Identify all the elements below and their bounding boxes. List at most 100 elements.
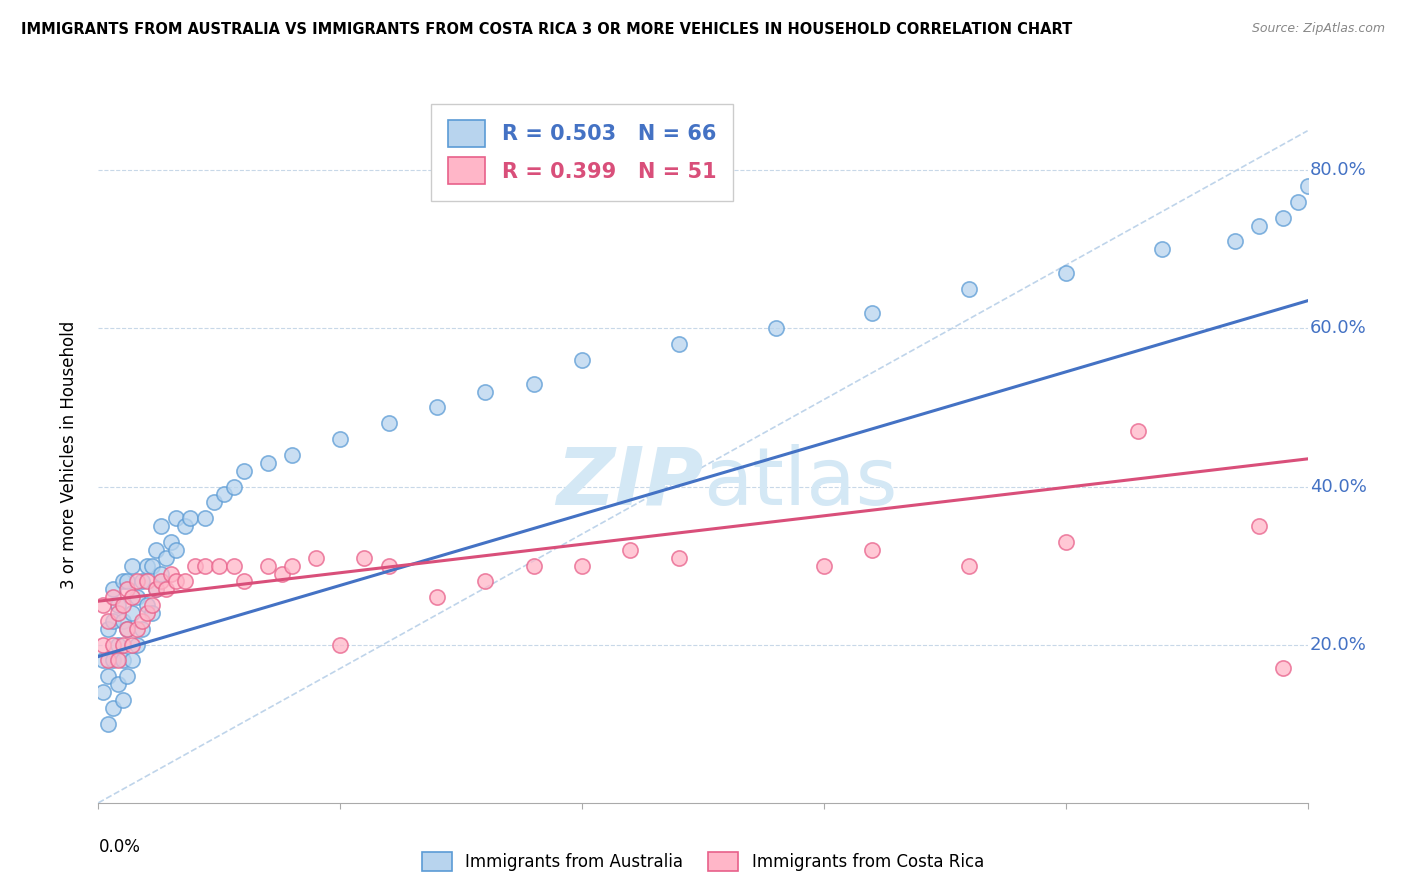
Point bbox=[121, 606, 143, 620]
Point bbox=[111, 693, 134, 707]
Point bbox=[135, 574, 157, 589]
Point bbox=[208, 558, 231, 573]
Point bbox=[117, 622, 139, 636]
Point bbox=[426, 401, 449, 415]
Point bbox=[813, 558, 835, 573]
Point bbox=[426, 591, 449, 605]
Point bbox=[571, 353, 593, 368]
Point bbox=[145, 542, 167, 557]
Point bbox=[1320, 384, 1343, 399]
Point bbox=[232, 464, 254, 478]
Text: Source: ZipAtlas.com: Source: ZipAtlas.com bbox=[1251, 22, 1385, 36]
Point bbox=[127, 622, 149, 636]
Text: 40.0%: 40.0% bbox=[1310, 477, 1367, 496]
Point bbox=[131, 614, 153, 628]
Text: 0.0%: 0.0% bbox=[98, 838, 141, 855]
Point bbox=[256, 558, 278, 573]
Point bbox=[174, 574, 197, 589]
Point bbox=[97, 614, 120, 628]
Point bbox=[256, 456, 278, 470]
Point bbox=[165, 542, 187, 557]
Point bbox=[1223, 235, 1246, 249]
Point bbox=[184, 558, 207, 573]
Point bbox=[765, 321, 787, 335]
Point bbox=[619, 542, 641, 557]
Point bbox=[107, 638, 129, 652]
Point bbox=[1249, 219, 1271, 233]
Point bbox=[571, 558, 593, 573]
Point bbox=[212, 487, 235, 501]
Point bbox=[179, 511, 201, 525]
Point bbox=[101, 638, 124, 652]
Point bbox=[1296, 179, 1319, 194]
Point bbox=[204, 495, 226, 509]
Point bbox=[160, 534, 183, 549]
Point bbox=[271, 566, 294, 581]
Point bbox=[107, 677, 129, 691]
Point bbox=[135, 598, 157, 612]
Point bbox=[1249, 519, 1271, 533]
Point bbox=[1272, 211, 1295, 225]
Point bbox=[101, 582, 124, 597]
Point bbox=[860, 305, 883, 319]
Text: 60.0%: 60.0% bbox=[1310, 319, 1367, 337]
Point bbox=[957, 282, 980, 296]
Point bbox=[150, 566, 173, 581]
Point bbox=[474, 574, 496, 589]
Point bbox=[135, 558, 157, 573]
Point bbox=[121, 638, 143, 652]
Point bbox=[111, 598, 134, 612]
Point bbox=[150, 574, 173, 589]
Point bbox=[329, 638, 352, 652]
Point bbox=[155, 550, 177, 565]
Text: 20.0%: 20.0% bbox=[1310, 636, 1367, 654]
Point bbox=[97, 622, 120, 636]
Point bbox=[194, 511, 217, 525]
Point bbox=[117, 622, 139, 636]
Point bbox=[145, 582, 167, 597]
Text: IMMIGRANTS FROM AUSTRALIA VS IMMIGRANTS FROM COSTA RICA 3 OR MORE VEHICLES IN HO: IMMIGRANTS FROM AUSTRALIA VS IMMIGRANTS … bbox=[21, 22, 1073, 37]
Text: 80.0%: 80.0% bbox=[1310, 161, 1367, 179]
Point bbox=[101, 591, 124, 605]
Point bbox=[91, 685, 114, 699]
Point bbox=[474, 384, 496, 399]
Point bbox=[141, 606, 163, 620]
Point bbox=[305, 550, 328, 565]
Point bbox=[111, 574, 134, 589]
Point bbox=[232, 574, 254, 589]
Point bbox=[107, 653, 129, 667]
Point bbox=[131, 574, 153, 589]
Point bbox=[117, 574, 139, 589]
Point bbox=[281, 448, 304, 462]
Point bbox=[141, 598, 163, 612]
Point bbox=[860, 542, 883, 557]
Point bbox=[127, 574, 149, 589]
Point bbox=[523, 376, 546, 391]
Point bbox=[91, 653, 114, 667]
Point bbox=[121, 653, 143, 667]
Point bbox=[150, 519, 173, 533]
Point bbox=[97, 653, 120, 667]
Point bbox=[1272, 661, 1295, 675]
Legend: Immigrants from Australia, Immigrants from Costa Rica: Immigrants from Australia, Immigrants fr… bbox=[413, 843, 993, 880]
Point bbox=[160, 566, 183, 581]
Point bbox=[111, 614, 134, 628]
Point bbox=[957, 558, 980, 573]
Point bbox=[121, 591, 143, 605]
Point bbox=[222, 479, 245, 493]
Point bbox=[111, 638, 134, 652]
Text: ZIP: ZIP bbox=[555, 443, 703, 522]
Point bbox=[127, 638, 149, 652]
Point bbox=[121, 558, 143, 573]
Point bbox=[1152, 243, 1174, 257]
Legend: R = 0.503   N = 66, R = 0.399   N = 51: R = 0.503 N = 66, R = 0.399 N = 51 bbox=[432, 103, 733, 201]
Point bbox=[135, 606, 157, 620]
Point bbox=[101, 653, 124, 667]
Point bbox=[97, 669, 120, 683]
Point bbox=[155, 582, 177, 597]
Point bbox=[174, 519, 197, 533]
Point bbox=[329, 432, 352, 446]
Y-axis label: 3 or more Vehicles in Household: 3 or more Vehicles in Household bbox=[59, 321, 77, 589]
Point bbox=[111, 653, 134, 667]
Point bbox=[107, 606, 129, 620]
